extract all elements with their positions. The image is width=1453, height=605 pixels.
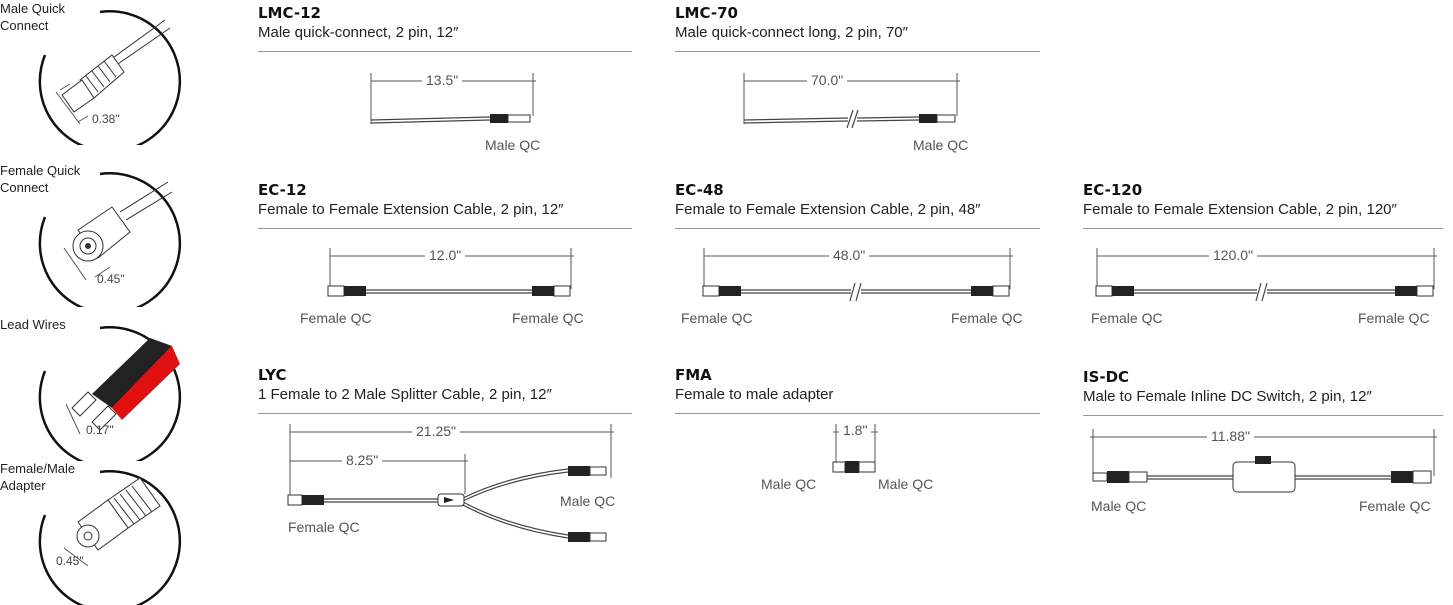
legend-title: Female/Male Adapter <box>0 460 76 494</box>
legend-measurement: 0.38" <box>92 112 120 126</box>
divider <box>258 51 632 52</box>
dimension-label-partial: 8.25" <box>342 452 383 468</box>
product-ec-48: EC-48 Female to Female Extension Cable, … <box>675 181 1045 351</box>
product-code: EC-48 <box>675 181 724 199</box>
product-description: Male to Female Inline DC Switch, 2 pin, … <box>1083 388 1372 405</box>
dimension-label: 70.0" <box>807 72 848 88</box>
product-lmc-12: LMC-12 Male quick-connect, 2 pin, 12″ 13… <box>258 4 632 174</box>
dimension-label: 13.5" <box>422 72 463 88</box>
divider <box>258 413 632 414</box>
dimension-label-total: 21.25" <box>412 423 461 439</box>
product-code: LMC-12 <box>258 4 321 22</box>
lmc-70-cable-drawing <box>743 73 960 129</box>
legend-female-quick-connect: Female Quick Connect 0.45" <box>0 162 200 307</box>
legend-title: Female Quick Connect <box>0 162 81 196</box>
divider <box>675 413 1040 414</box>
product-is-dc: IS-DC Male to Female Inline DC Switch, 2… <box>1083 368 1453 538</box>
divider <box>1083 415 1443 416</box>
product-ec-120: EC-120 Female to Female Extension Cable,… <box>1083 181 1453 351</box>
dimension-label: 11.88" <box>1207 428 1254 444</box>
product-description: Female to male adapter <box>675 386 834 403</box>
connector-label-left: Male QC <box>1091 498 1147 514</box>
legend-measurement: 0.45" <box>97 272 125 286</box>
product-code: IS-DC <box>1083 368 1130 386</box>
fma-adapter-drawing <box>832 424 878 473</box>
divider <box>675 51 1040 52</box>
ec-120-cable-drawing <box>1095 248 1437 302</box>
product-description: 1 Female to 2 Male Splitter Cable, 2 pin… <box>258 386 552 403</box>
product-description: Male quick-connect, 2 pin, 12″ <box>258 24 459 41</box>
dimension-label: 48.0" <box>829 247 870 263</box>
legend-measurement: 0.17" <box>86 423 114 437</box>
connector-label-right: Female QC <box>512 310 584 326</box>
connector-label-right: Male QC <box>485 137 541 153</box>
connector-label-right: Female QC <box>1358 310 1430 326</box>
male-quick-connect-icon <box>38 10 182 145</box>
divider <box>1083 228 1443 229</box>
divider <box>258 228 632 229</box>
product-description: Male quick-connect long, 2 pin, 70″ <box>675 24 908 41</box>
connector-label-left: Female QC <box>300 310 372 326</box>
connector-label-right: Male QC <box>560 493 616 509</box>
legend-male-quick-connect: Male Quick Connect 0.38" <box>0 0 200 145</box>
product-code: EC-12 <box>258 181 307 199</box>
female-quick-connect-icon <box>38 172 182 307</box>
dimension-label: 120.0" <box>1209 247 1258 263</box>
female-male-adapter-icon <box>38 470 182 605</box>
legend-female-male-adapter: Female/Male Adapter 0.45" <box>0 460 200 605</box>
legend-lead-wires: Lead Wires 0.17" <box>0 316 200 461</box>
product-ec-12: EC-12 Female to Female Extension Cable, … <box>258 181 632 351</box>
connector-label-left: Male QC <box>761 476 817 492</box>
lmc-12-cable-drawing <box>370 73 536 124</box>
lead-wires-icon <box>38 326 182 461</box>
product-description: Female to Female Extension Cable, 2 pin,… <box>1083 201 1397 218</box>
connector-label-right: Male QC <box>878 476 934 492</box>
connector-label-left: Female QC <box>1091 310 1163 326</box>
ec-48-cable-drawing <box>702 248 1013 302</box>
product-code: LYC <box>258 366 287 384</box>
connector-label-right: Female QC <box>1359 498 1431 514</box>
dimension-label: 1.8" <box>839 422 872 438</box>
dimension-label: 12.0" <box>425 247 466 263</box>
product-description: Female to Female Extension Cable, 2 pin,… <box>675 201 981 218</box>
connector-label-left: Female QC <box>681 310 753 326</box>
is-dc-switch-drawing <box>1090 429 1437 493</box>
product-fma: FMA Female to male adapter 1.8" Male QC … <box>675 366 1045 536</box>
product-lmc-70: LMC-70 Male quick-connect long, 2 pin, 7… <box>675 4 1045 174</box>
product-lyc: LYC 1 Female to 2 Male Splitter Cable, 2… <box>258 366 632 542</box>
connector-label-right: Male QC <box>913 137 969 153</box>
product-description: Female to Female Extension Cable, 2 pin,… <box>258 201 564 218</box>
product-code: EC-120 <box>1083 181 1143 199</box>
divider <box>675 228 1040 229</box>
connector-label-left: Female QC <box>288 519 360 535</box>
product-code: LMC-70 <box>675 4 738 22</box>
connector-label-right: Female QC <box>951 310 1023 326</box>
legend-title: Male Quick Connect <box>0 0 66 34</box>
legend-measurement: 0.45" <box>56 554 84 568</box>
product-code: FMA <box>675 366 712 384</box>
legend-title: Lead Wires <box>0 316 66 333</box>
